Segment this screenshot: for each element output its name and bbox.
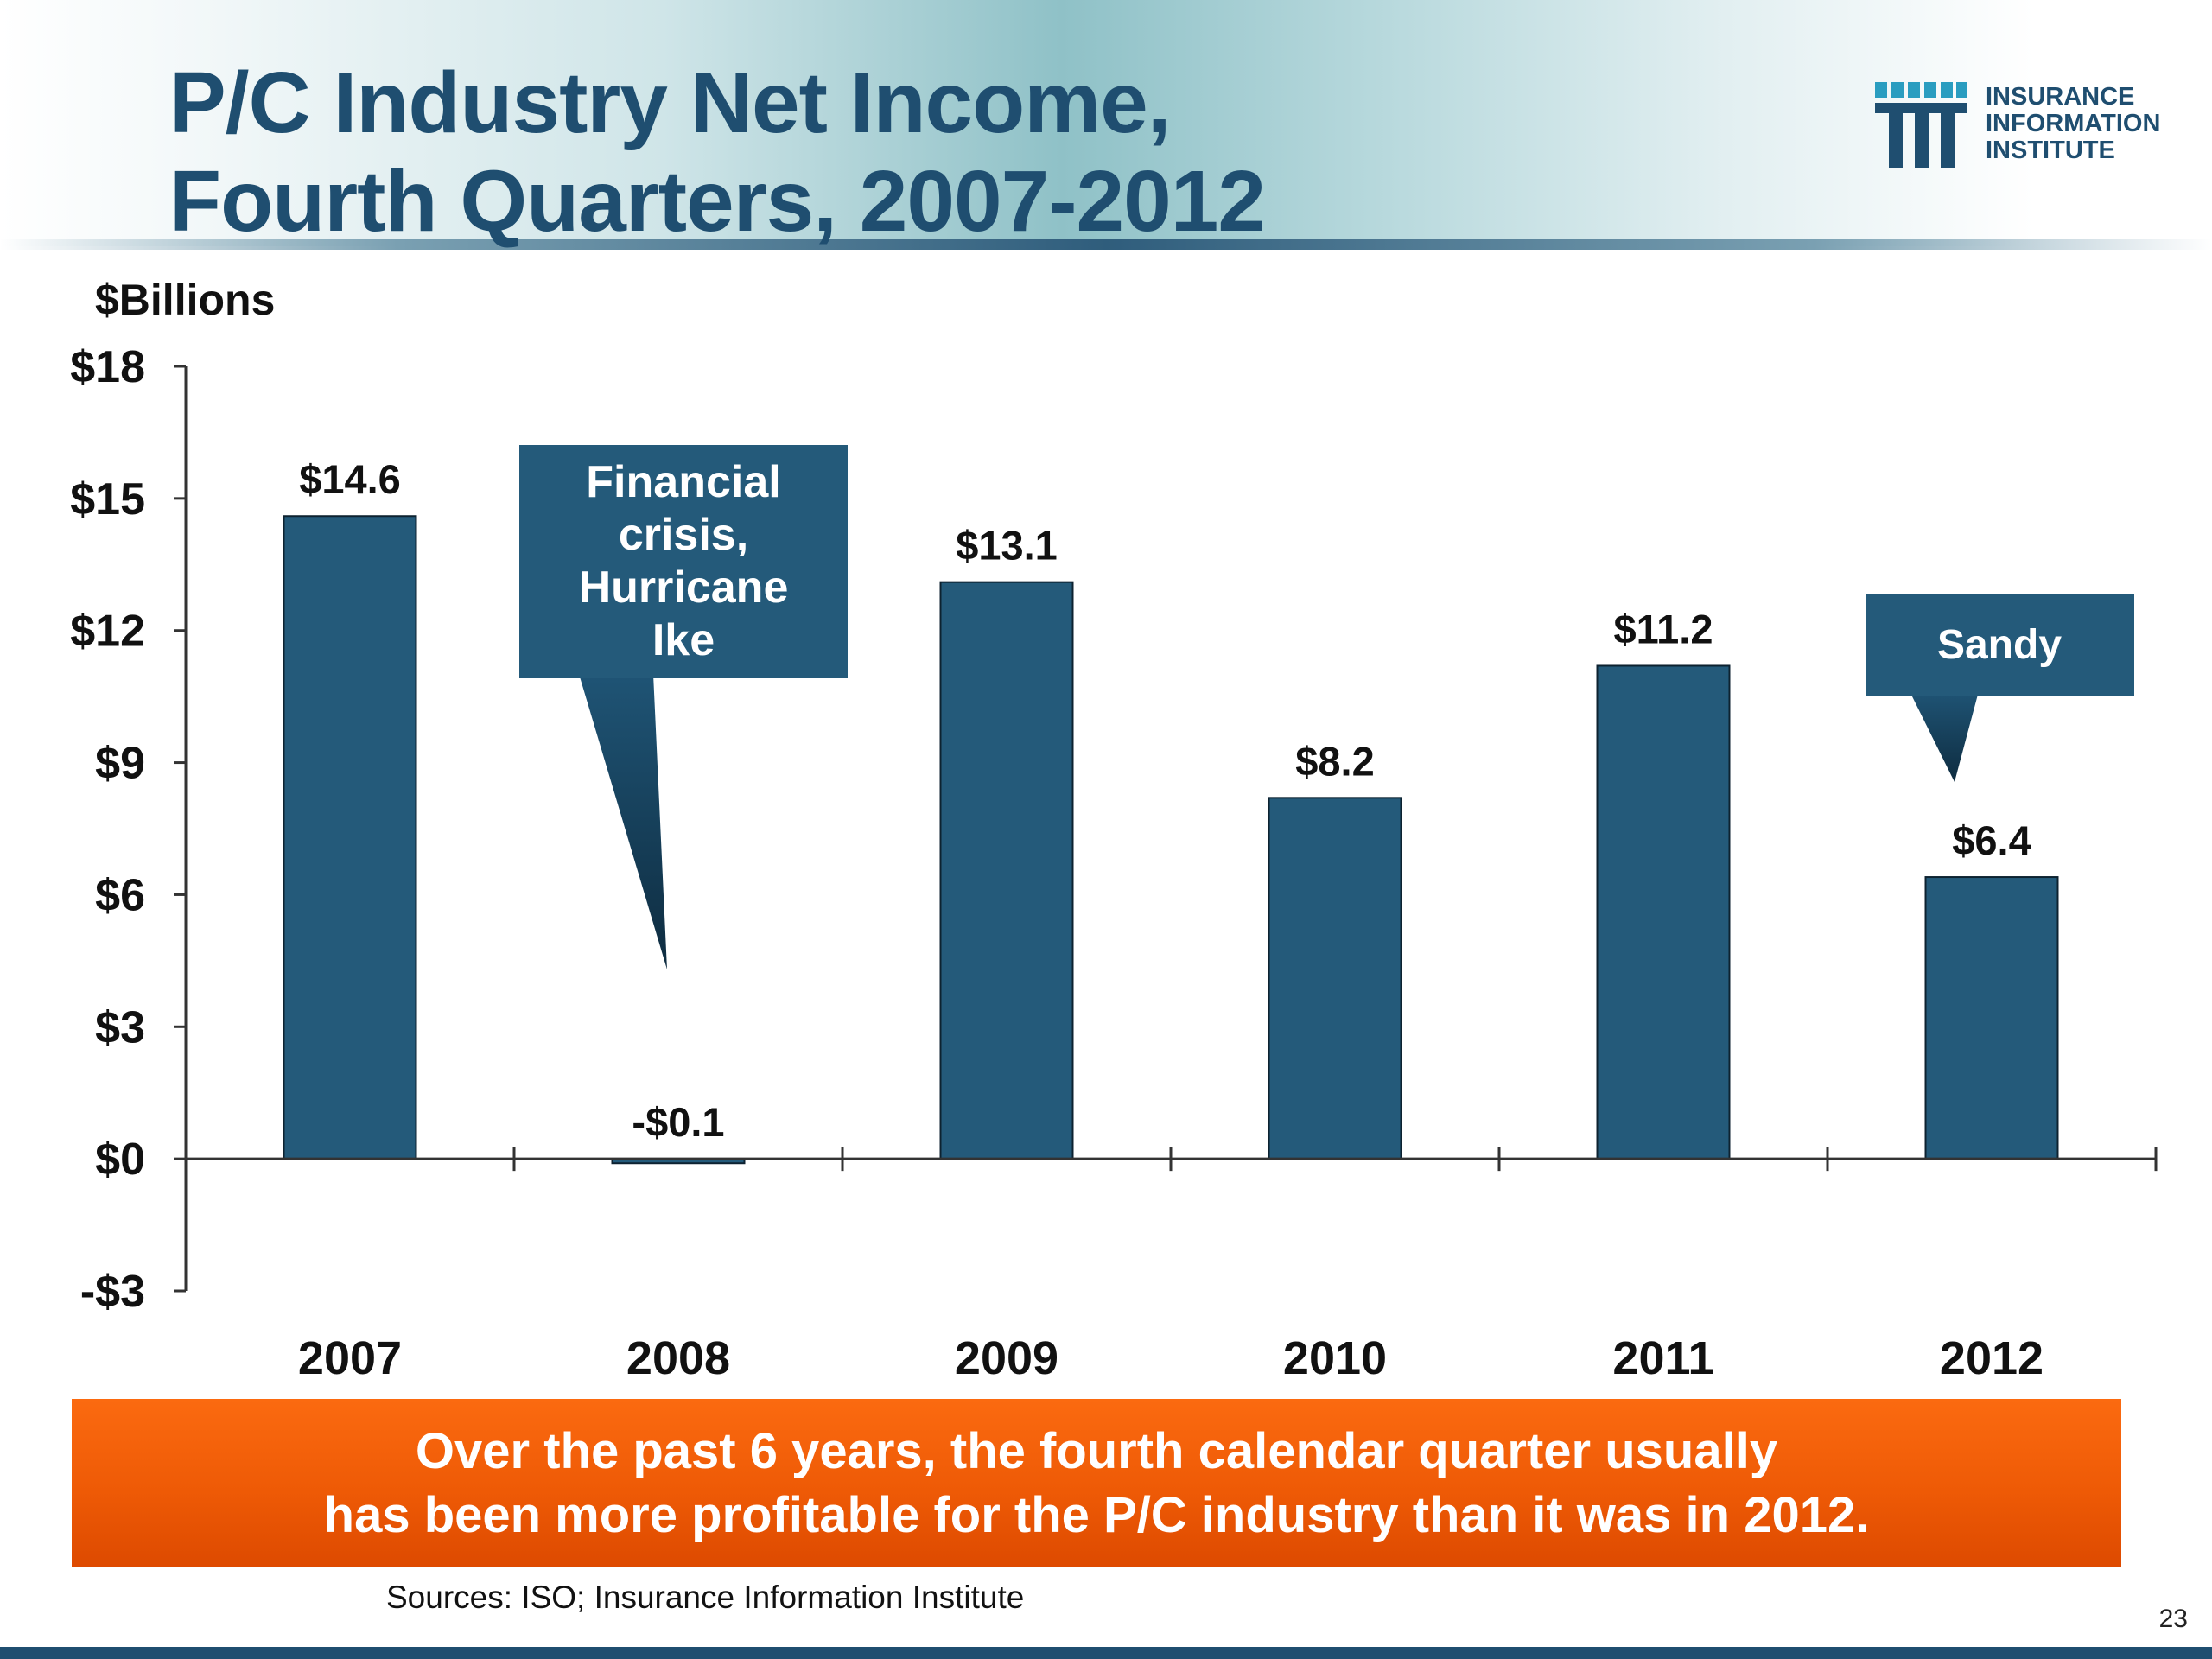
data-label-2011: $11.2: [1613, 606, 1713, 652]
bar-2011: [1596, 664, 1731, 1160]
y-tick-label: $0: [95, 1135, 145, 1185]
callout-tail-2008: [579, 674, 667, 969]
y-tick-label: $18: [70, 342, 145, 392]
bar-2010: [1268, 797, 1402, 1160]
sources-note: Sources: ISO; Insurance Information Inst…: [386, 1580, 1025, 1615]
data-label-2010: $8.2: [1295, 738, 1374, 784]
bar-2007: [283, 515, 417, 1160]
logo-line-3: INSTITUTE: [1986, 137, 2115, 164]
logo-line-1: INSURANCE: [1986, 83, 2135, 111]
x-tick-label-2009: 2009: [955, 1332, 1058, 1384]
callout-line-2008-2: crisis,: [619, 510, 748, 560]
callout-text-2008: Financial crisis, Hurricane Ike: [579, 457, 789, 665]
y-tick-label: $15: [70, 474, 145, 524]
data-label-2007: $14.6: [299, 456, 401, 502]
x-tick-label-2011: 2011: [1612, 1332, 1713, 1384]
summary-banner: Over the past 6 years, the fourth calend…: [72, 1399, 2121, 1567]
x-tick-label-2012: 2012: [1940, 1332, 2044, 1384]
callout-box-2012: [1866, 594, 2134, 696]
slide-title-line-2: Fourth Quarters, 2007-2012: [168, 153, 1266, 250]
y-tick-label: $9: [95, 739, 145, 789]
data-label-2012: $6.4: [1952, 817, 2031, 863]
header-band: [0, 0, 2212, 246]
logo-line-2: INFORMATION: [1986, 110, 2161, 137]
summary-banner-line-2: has been more profitable for the P/C ind…: [323, 1486, 1870, 1543]
callout-line-2008-4: Ike: [652, 615, 715, 665]
y-tick-label: $3: [95, 1002, 145, 1052]
slide-title: P/C Industry Net Income, Fourth Quarters…: [168, 54, 1266, 251]
summary-banner-line-1: Over the past 6 years, the fourth calend…: [415, 1422, 1778, 1479]
callout-line-2008-3: Hurricane: [579, 563, 789, 613]
y-tick-label: $6: [95, 870, 145, 920]
iii-logo: INSURANCE INFORMATION INSTITUTE: [1875, 82, 2186, 168]
x-tick-label-2008: 2008: [626, 1332, 730, 1384]
data-label-2008: -$0.1: [632, 1099, 724, 1145]
callout-box-2008: [519, 445, 848, 678]
callout-tail-2012: [1910, 691, 1979, 782]
x-tick-label-2010: 2010: [1283, 1332, 1387, 1384]
data-label-2009: $13.1: [956, 523, 1058, 569]
footer-rule: [0, 1647, 2212, 1659]
page-number: 23: [2158, 1605, 2188, 1633]
bar-2012: [1924, 876, 2059, 1160]
bar-2009: [939, 581, 1074, 1160]
slide-title-line-1: P/C Industry Net Income,: [168, 54, 1172, 151]
x-tick-label-2007: 2007: [298, 1332, 402, 1384]
iii-logo-text: INSURANCE INFORMATION INSTITUTE: [1986, 84, 2160, 164]
y-tick-label: -$3: [80, 1267, 145, 1317]
callout-line-2008-1: Financial: [586, 457, 780, 507]
y-tick-label: $12: [70, 607, 145, 657]
callout-text-2012: Sandy: [1937, 622, 2062, 668]
y-axis-unit-label: $Billions: [95, 276, 276, 324]
header-rule: [0, 239, 2212, 250]
iii-logo-mark-icon: [1875, 82, 1967, 168]
